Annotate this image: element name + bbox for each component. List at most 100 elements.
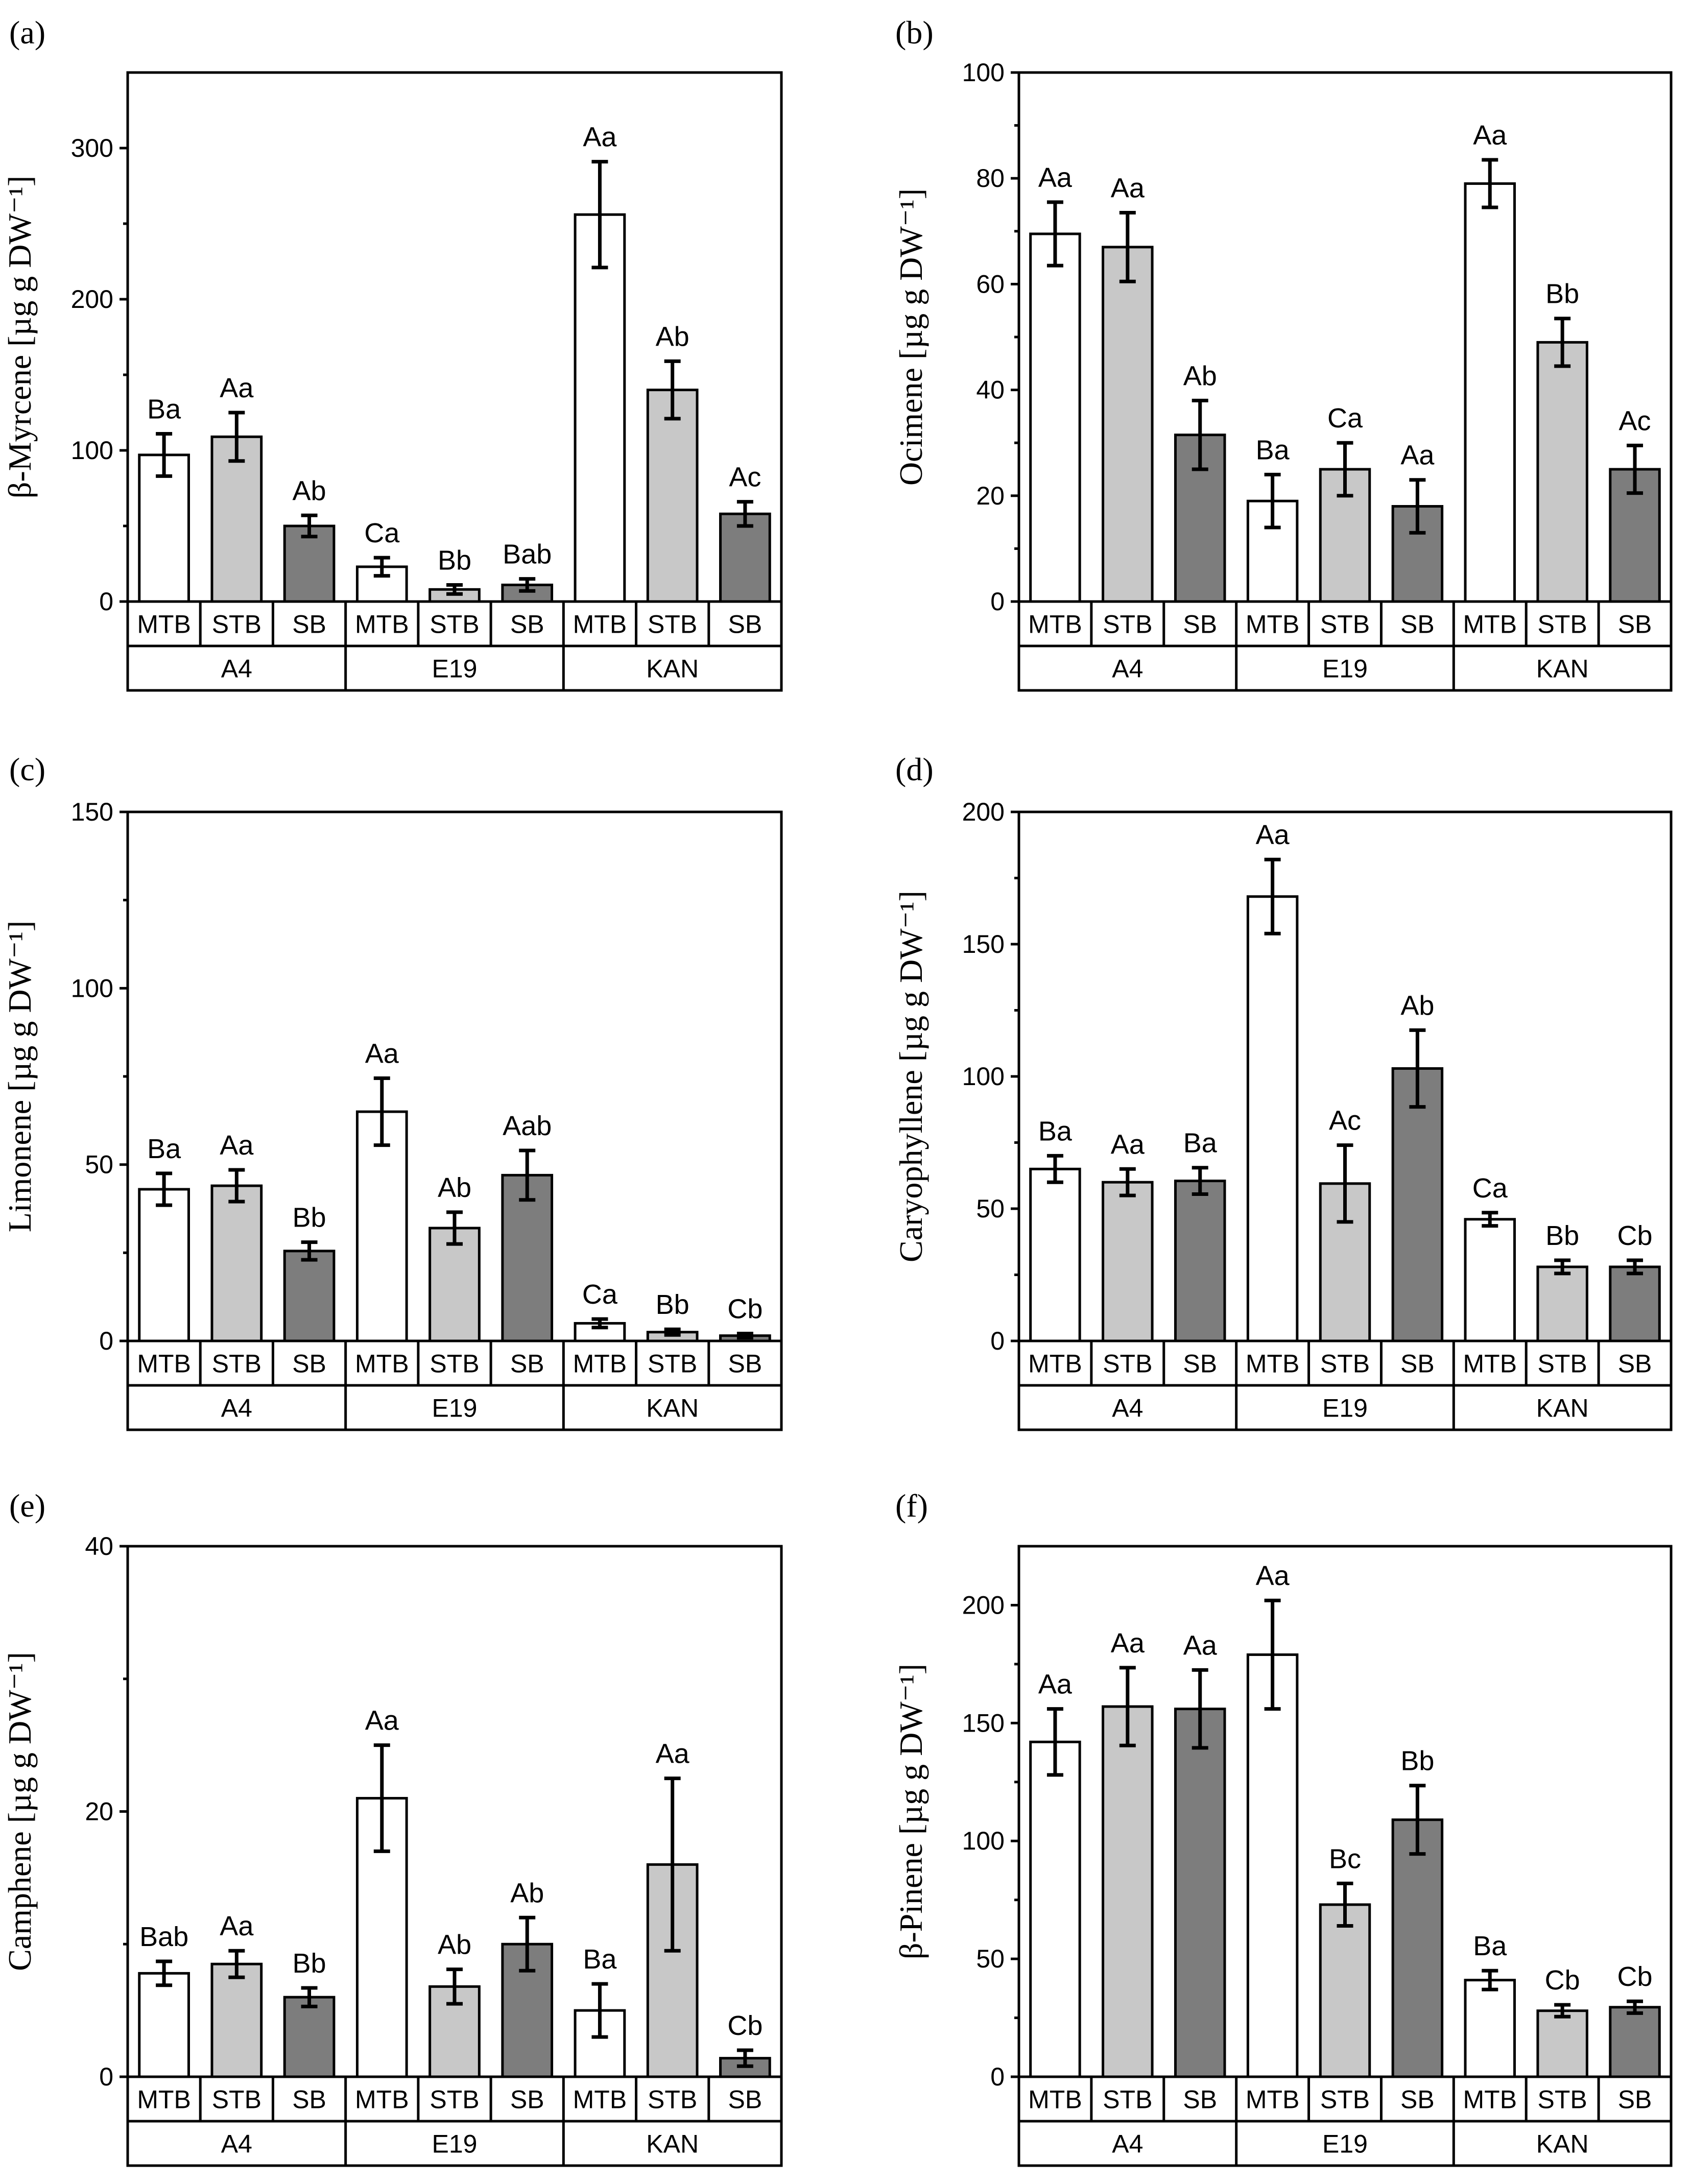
significance-label: Bb [1545, 279, 1579, 309]
significance-label: Ba [147, 1134, 181, 1164]
panel-label: (f) [895, 1487, 928, 1524]
group-label-e19: E19 [1322, 2130, 1368, 2158]
group-label-e19: E19 [432, 1394, 478, 1423]
significance-label: Ba [1183, 1128, 1218, 1159]
category-label-stb: STB [1103, 610, 1152, 639]
bar-stb-kan [1536, 2009, 1588, 2078]
group-label-a4: A4 [1112, 1394, 1143, 1423]
group-label-a4: A4 [1112, 2130, 1143, 2158]
bar-sb-a4 [283, 1996, 336, 2078]
y-tick-label: 150 [962, 1709, 1005, 1737]
group-label-kan: KAN [646, 655, 699, 683]
significance-label: Aa [365, 1038, 399, 1069]
category-label-mtb: MTB [137, 610, 191, 639]
y-tick-label: 100 [962, 1062, 1005, 1091]
y-tick-label: 20 [976, 482, 1005, 510]
y-axis-label: β-Pinene [µg g DW⁻¹] [893, 1664, 929, 1959]
category-label-stb: STB [648, 610, 697, 639]
significance-label: Bab [503, 539, 552, 570]
category-label-sb: SB [1618, 610, 1652, 639]
significance-label: Bb [438, 545, 471, 575]
category-label-stb: STB [1538, 1350, 1587, 1378]
significance-label: Ac [1619, 405, 1651, 436]
significance-label: Bb [1400, 1746, 1434, 1777]
significance-label: Ab [656, 321, 689, 352]
bar-stb-a4 [1102, 246, 1154, 603]
significance-label: Aa [220, 1911, 254, 1941]
significance-label: Aa [220, 373, 254, 403]
bar-stb-a4 [210, 1962, 263, 2078]
group-label-kan: KAN [1536, 2130, 1589, 2158]
significance-label: Ca [1327, 403, 1363, 434]
category-label-sb: SB [510, 1350, 544, 1378]
y-tick-label: 200 [962, 1591, 1005, 1619]
panel-label: (c) [9, 751, 45, 787]
y-tick-label: 200 [71, 285, 113, 314]
category-label-sb: SB [1400, 2085, 1435, 2114]
group-label-kan: KAN [646, 2130, 699, 2158]
significance-label: Aa [1111, 173, 1145, 204]
significance-label: Aa [656, 1739, 690, 1769]
category-label-stb: STB [1538, 610, 1587, 639]
significance-label: Ab [438, 1930, 471, 1960]
group-label-a4: A4 [221, 655, 252, 683]
bar-stb-kan [1536, 341, 1588, 603]
chart-panel-e: (e) 0 20 40 Camphene [µg g DW⁻¹] A4 MTB Bab STB A… [2, 1487, 783, 2167]
bar-stb-e19 [1319, 1903, 1371, 2078]
y-tick-label: 0 [99, 587, 113, 616]
category-label-sb: SB [510, 610, 544, 639]
bar-sb-e19 [501, 1942, 554, 2078]
bar-mtb-a4 [1029, 232, 1081, 603]
y-axis-label: Camphene [µg g DW⁻¹] [2, 1652, 38, 1971]
significance-label: Ab [293, 475, 326, 506]
bar-sb-a4 [1174, 1180, 1226, 1342]
y-tick-label: 100 [962, 1827, 1005, 1855]
group-row [126, 2120, 783, 2167]
category-label-mtb: MTB [1463, 2085, 1517, 2114]
y-tick-label: 100 [71, 974, 113, 1002]
bar-sb-a4 [283, 1250, 336, 1342]
category-label-mtb: MTB [137, 1350, 191, 1378]
y-tick-label: 40 [85, 1532, 113, 1561]
group-label-kan: KAN [1536, 655, 1589, 683]
bar-mtb-a4 [138, 453, 190, 603]
y-tick-label: 150 [962, 930, 1005, 958]
category-label-stb: STB [1320, 2085, 1370, 2114]
chart-panel-f: (f) 0 50 100 150 200 β-Pinene [µg g DW⁻¹] A4 MTB… [893, 1487, 1673, 2167]
category-label-sb: SB [1183, 2085, 1217, 2114]
bar-sb-kan [1609, 1265, 1661, 1342]
bar-sb-a4 [1174, 1708, 1226, 2078]
significance-label: Ba [583, 1944, 617, 1975]
bar-mtb-kan [574, 213, 626, 603]
significance-label: Aa [1111, 1628, 1145, 1659]
chart-panel-d: (d) 0 50 100 150 200 Caryophyllene [µg g DW⁻¹]… [893, 751, 1673, 1431]
significance-label: Ca [582, 1279, 618, 1310]
significance-label: Bab [139, 1922, 188, 1952]
significance-label: Aa [365, 1706, 399, 1736]
chart-panel-c: (c) 0 50 100 150 Limonene [µg g DW⁻¹] A4 MTB Ba S… [2, 751, 783, 1431]
category-label-sb: SB [1618, 2085, 1652, 2114]
group-label-e19: E19 [432, 655, 478, 683]
significance-label: Ab [1183, 361, 1217, 391]
panel-label: (d) [895, 751, 934, 787]
significance-label: Ac [729, 462, 761, 493]
significance-label: Aa [1400, 440, 1435, 471]
chart-panel-a: (a) 0 100 200 300 β-Myrcene [µg g DW⁻¹] A4 MTB B… [2, 14, 783, 692]
y-tick-label: 20 [85, 1797, 113, 1826]
y-tick-label: 150 [71, 798, 113, 826]
significance-label: Cb [1617, 1961, 1653, 1992]
bar-mtb-kan [1464, 182, 1516, 603]
significance-label: Ac [1329, 1106, 1361, 1136]
category-label-sb: SB [292, 2085, 326, 2114]
category-label-mtb: MTB [1028, 2085, 1082, 2114]
bar-mtb-kan [1464, 1218, 1516, 1342]
y-tick-label: 60 [976, 270, 1005, 298]
significance-label: Aa [1038, 1669, 1073, 1700]
category-label-stb: STB [212, 610, 261, 639]
significance-label: Ba [1256, 435, 1290, 465]
group-label-e19: E19 [1322, 655, 1368, 683]
bar-sb-kan [719, 512, 771, 603]
y-axis-label: Caryophyllene [µg g DW⁻¹] [893, 891, 929, 1262]
bar-mtb-a4 [1029, 1167, 1081, 1342]
bar-mtb-a4 [138, 1972, 190, 2078]
